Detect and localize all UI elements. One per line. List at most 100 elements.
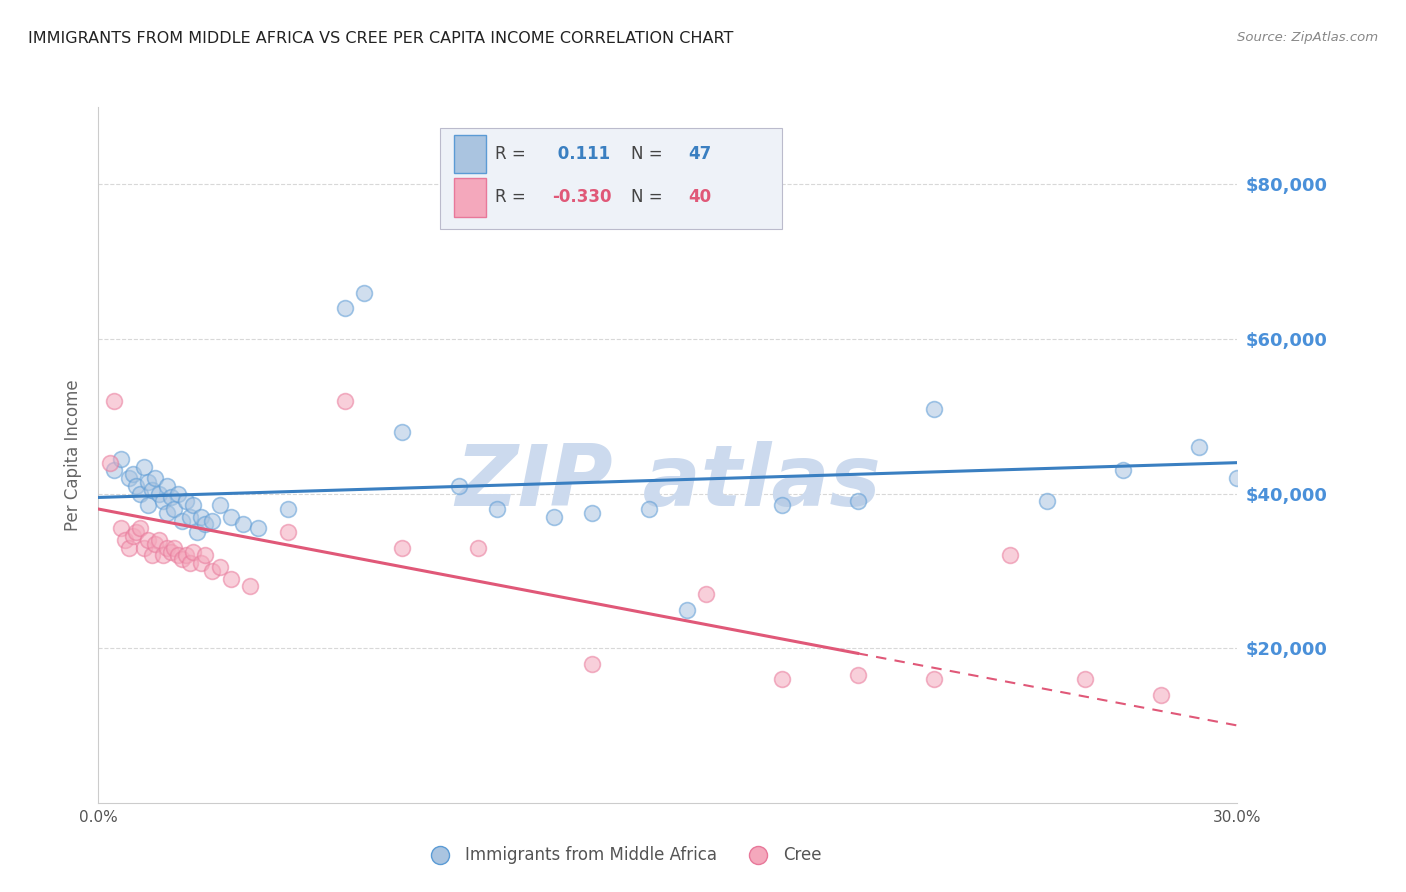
- Point: [543, 509, 565, 524]
- Point: [174, 494, 197, 508]
- Point: [132, 541, 155, 555]
- Point: [152, 494, 174, 508]
- Text: 47: 47: [689, 145, 711, 163]
- Point: [232, 517, 254, 532]
- Point: [335, 301, 357, 315]
- Point: [922, 672, 945, 686]
- Point: [194, 517, 217, 532]
- Point: [183, 498, 205, 512]
- Point: [179, 509, 201, 524]
- Point: [152, 549, 174, 563]
- Text: ZIP atlas: ZIP atlas: [456, 442, 880, 524]
- Point: [391, 425, 413, 439]
- Point: [208, 498, 231, 512]
- Point: [770, 672, 793, 686]
- Point: [1226, 471, 1249, 485]
- Point: [129, 486, 152, 500]
- Point: [638, 502, 661, 516]
- Point: [114, 533, 136, 547]
- Y-axis label: Per Capita Income: Per Capita Income: [65, 379, 83, 531]
- Point: [145, 471, 167, 485]
- Point: [156, 541, 179, 555]
- Point: [98, 456, 121, 470]
- Point: [246, 521, 269, 535]
- Point: [335, 393, 357, 408]
- Point: [136, 533, 159, 547]
- Point: [141, 483, 163, 497]
- Point: [190, 509, 212, 524]
- Point: [1074, 672, 1097, 686]
- Text: R =: R =: [495, 188, 530, 206]
- Point: [110, 521, 132, 535]
- FancyBboxPatch shape: [454, 178, 485, 217]
- Point: [208, 560, 231, 574]
- Text: R =: R =: [495, 145, 530, 163]
- Point: [136, 475, 159, 489]
- Point: [174, 549, 197, 563]
- FancyBboxPatch shape: [440, 128, 782, 229]
- FancyBboxPatch shape: [454, 136, 485, 173]
- Point: [221, 572, 243, 586]
- Point: [103, 393, 125, 408]
- Text: N =: N =: [631, 188, 668, 206]
- Point: [110, 451, 132, 466]
- Point: [770, 498, 793, 512]
- Point: [201, 514, 224, 528]
- Point: [163, 541, 186, 555]
- Point: [201, 564, 224, 578]
- Point: [132, 459, 155, 474]
- Text: 40: 40: [689, 188, 711, 206]
- Point: [121, 529, 143, 543]
- Text: 0.111: 0.111: [551, 145, 610, 163]
- Point: [170, 552, 193, 566]
- Point: [221, 509, 243, 524]
- Point: [148, 486, 170, 500]
- Point: [1150, 688, 1173, 702]
- Point: [183, 544, 205, 558]
- Text: IMMIGRANTS FROM MIDDLE AFRICA VS CREE PER CAPITA INCOME CORRELATION CHART: IMMIGRANTS FROM MIDDLE AFRICA VS CREE PE…: [28, 31, 734, 46]
- Point: [156, 506, 179, 520]
- Point: [695, 587, 717, 601]
- Point: [103, 463, 125, 477]
- Point: [449, 479, 471, 493]
- Text: Source: ZipAtlas.com: Source: ZipAtlas.com: [1237, 31, 1378, 45]
- Point: [118, 541, 141, 555]
- Point: [125, 525, 148, 540]
- Legend: Immigrants from Middle Africa, Cree: Immigrants from Middle Africa, Cree: [416, 839, 828, 871]
- Point: [1188, 440, 1211, 454]
- Point: [353, 285, 375, 300]
- Point: [170, 514, 193, 528]
- Point: [467, 541, 489, 555]
- Point: [156, 479, 179, 493]
- Point: [167, 549, 190, 563]
- Point: [239, 579, 262, 593]
- Point: [163, 502, 186, 516]
- Point: [486, 502, 509, 516]
- Point: [581, 657, 603, 671]
- Point: [846, 494, 869, 508]
- Point: [1112, 463, 1135, 477]
- Point: [676, 602, 699, 616]
- Point: [121, 467, 143, 482]
- Point: [159, 544, 181, 558]
- Point: [190, 556, 212, 570]
- Point: [141, 549, 163, 563]
- Point: [391, 541, 413, 555]
- Point: [118, 471, 141, 485]
- Point: [145, 537, 167, 551]
- Point: [277, 502, 299, 516]
- Text: -0.330: -0.330: [551, 188, 612, 206]
- Point: [136, 498, 159, 512]
- Point: [277, 525, 299, 540]
- Point: [129, 521, 152, 535]
- Point: [179, 556, 201, 570]
- Point: [186, 525, 208, 540]
- Point: [1036, 494, 1059, 508]
- Point: [846, 668, 869, 682]
- Point: [167, 486, 190, 500]
- Point: [148, 533, 170, 547]
- Point: [581, 506, 603, 520]
- Point: [159, 491, 181, 505]
- Point: [922, 401, 945, 416]
- Point: [998, 549, 1021, 563]
